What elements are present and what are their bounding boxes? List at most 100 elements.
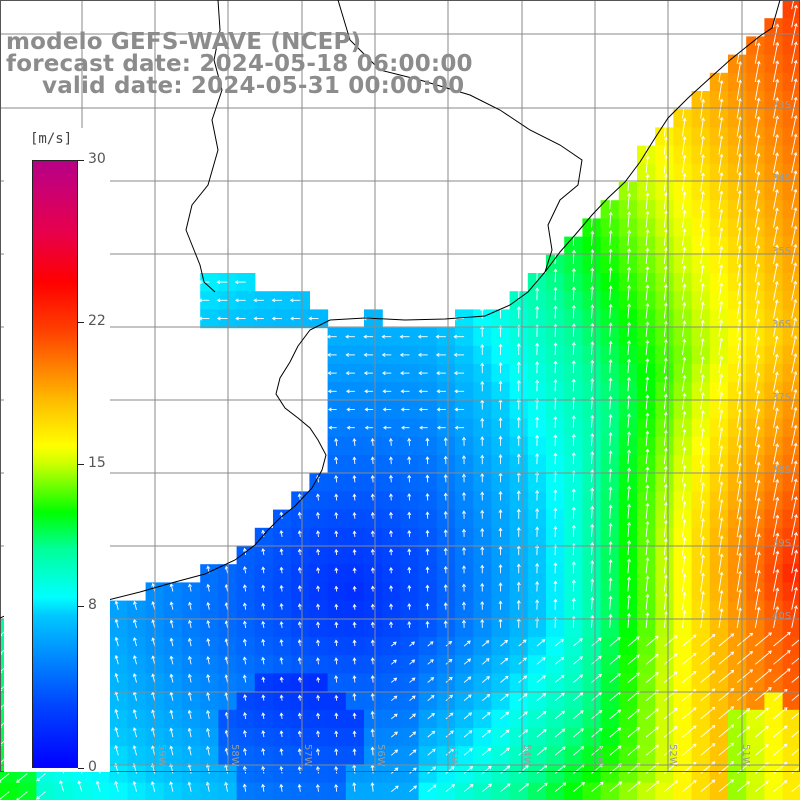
speed-cell bbox=[455, 527, 474, 547]
wind-arrow-head bbox=[701, 590, 705, 595]
wind-arrow bbox=[482, 658, 490, 665]
wind-arrow bbox=[645, 485, 649, 501]
wind-arrow-head bbox=[608, 322, 613, 326]
wind-arrow-head bbox=[700, 172, 705, 177]
wind-arrow bbox=[518, 765, 529, 774]
wind-arrow bbox=[500, 640, 508, 647]
speed-cell bbox=[364, 527, 383, 547]
wind-arrow bbox=[299, 585, 301, 592]
wind-arrow-head bbox=[488, 783, 493, 788]
speed-cell bbox=[746, 345, 765, 365]
wind-arrow bbox=[718, 117, 723, 137]
wind-arrow-head bbox=[345, 352, 350, 357]
wind-arrow bbox=[791, 226, 797, 246]
speed-cell bbox=[637, 327, 656, 347]
wind-arrow-head bbox=[411, 641, 415, 646]
wind-arrow bbox=[317, 713, 319, 719]
wind-arrow bbox=[152, 619, 156, 629]
wind-arrow-head bbox=[738, 61, 743, 65]
speed-cell bbox=[509, 509, 529, 529]
wind-arrow-head bbox=[206, 727, 210, 732]
wind-arrow bbox=[682, 321, 686, 337]
wind-arrow-head bbox=[535, 268, 540, 273]
wind-arrow-head bbox=[279, 621, 284, 625]
speed-cell bbox=[291, 527, 310, 547]
wind-arrow-head bbox=[334, 548, 339, 553]
wind-arrow-head bbox=[590, 248, 595, 253]
wind-arrow-head bbox=[261, 584, 266, 589]
longitude-label: 58W bbox=[229, 744, 240, 767]
speed-cell bbox=[728, 345, 747, 365]
speed-cell bbox=[273, 291, 292, 310]
wind-arrow bbox=[536, 693, 546, 702]
wind-arrow bbox=[682, 447, 686, 465]
wind-arrow-head bbox=[793, 78, 798, 83]
wind-arrow bbox=[335, 604, 338, 610]
speed-cell bbox=[436, 527, 456, 547]
speed-cell bbox=[546, 254, 565, 274]
wind-arrow-head bbox=[756, 461, 761, 466]
speed-cell bbox=[618, 382, 638, 401]
speed-cell bbox=[491, 400, 511, 420]
wind-arrow bbox=[700, 743, 715, 756]
colorbar-unit: [m/s] bbox=[30, 131, 73, 147]
speed-cell bbox=[473, 527, 492, 547]
wind-arrow bbox=[299, 695, 301, 701]
speed-cell bbox=[327, 655, 347, 674]
speed-cell bbox=[782, 18, 800, 37]
speed-cell bbox=[564, 473, 583, 492]
speed-cell bbox=[345, 709, 365, 729]
speed-cell bbox=[382, 364, 401, 383]
speed-cell bbox=[273, 637, 292, 656]
speed-cell bbox=[746, 527, 765, 547]
speed-cell bbox=[163, 618, 183, 638]
speed-cell bbox=[364, 764, 383, 784]
speed-cell bbox=[600, 254, 620, 274]
wind-arrow-head bbox=[543, 728, 547, 733]
speed-cell bbox=[709, 382, 729, 401]
speed-cell bbox=[418, 527, 438, 547]
wind-arrow bbox=[317, 766, 319, 774]
wind-arrow-head bbox=[516, 453, 521, 458]
speed-cell bbox=[345, 655, 365, 674]
wind-arrow-head bbox=[561, 710, 566, 715]
speed-cell bbox=[400, 382, 420, 401]
wind-arrow bbox=[718, 172, 723, 192]
wind-arrow-head bbox=[774, 353, 779, 358]
speed-cell bbox=[764, 473, 784, 492]
speed-cell bbox=[673, 364, 693, 383]
speed-cell bbox=[364, 473, 383, 492]
wind-arrow-head bbox=[425, 511, 430, 516]
wind-arrow-head bbox=[315, 474, 320, 479]
wind-arrow bbox=[645, 539, 649, 556]
speed-cell bbox=[728, 418, 747, 438]
wind-arrow bbox=[627, 654, 640, 665]
speed-cell bbox=[418, 418, 438, 438]
speed-cell bbox=[746, 36, 765, 56]
speed-cell bbox=[691, 564, 711, 583]
wind-arrow bbox=[482, 640, 489, 647]
speed-cell bbox=[564, 491, 583, 511]
wind-arrow-head bbox=[480, 546, 485, 551]
speed-cell bbox=[109, 709, 128, 729]
speed-cell bbox=[655, 200, 674, 219]
wind-arrow-head bbox=[498, 509, 503, 513]
wind-arrow-head bbox=[579, 656, 583, 660]
speed-cell bbox=[473, 564, 492, 583]
wind-arrow-head bbox=[627, 539, 631, 544]
wind-arrow bbox=[700, 302, 704, 319]
wind-arrow-head bbox=[682, 136, 687, 140]
wind-arrow bbox=[700, 573, 704, 592]
wind-arrow bbox=[188, 746, 192, 756]
wind-arrow-head bbox=[516, 379, 521, 384]
wind-arrow-head bbox=[443, 474, 448, 478]
wind-arrow bbox=[627, 212, 630, 228]
speed-cell bbox=[728, 436, 747, 456]
speed-cell bbox=[309, 600, 329, 620]
wind-arrow-head bbox=[468, 712, 473, 716]
wind-arrow bbox=[700, 725, 715, 738]
wind-arrow-head bbox=[719, 98, 724, 103]
wind-arrow-head bbox=[674, 707, 678, 712]
wind-arrow bbox=[115, 655, 119, 665]
speed-cell bbox=[418, 455, 438, 474]
